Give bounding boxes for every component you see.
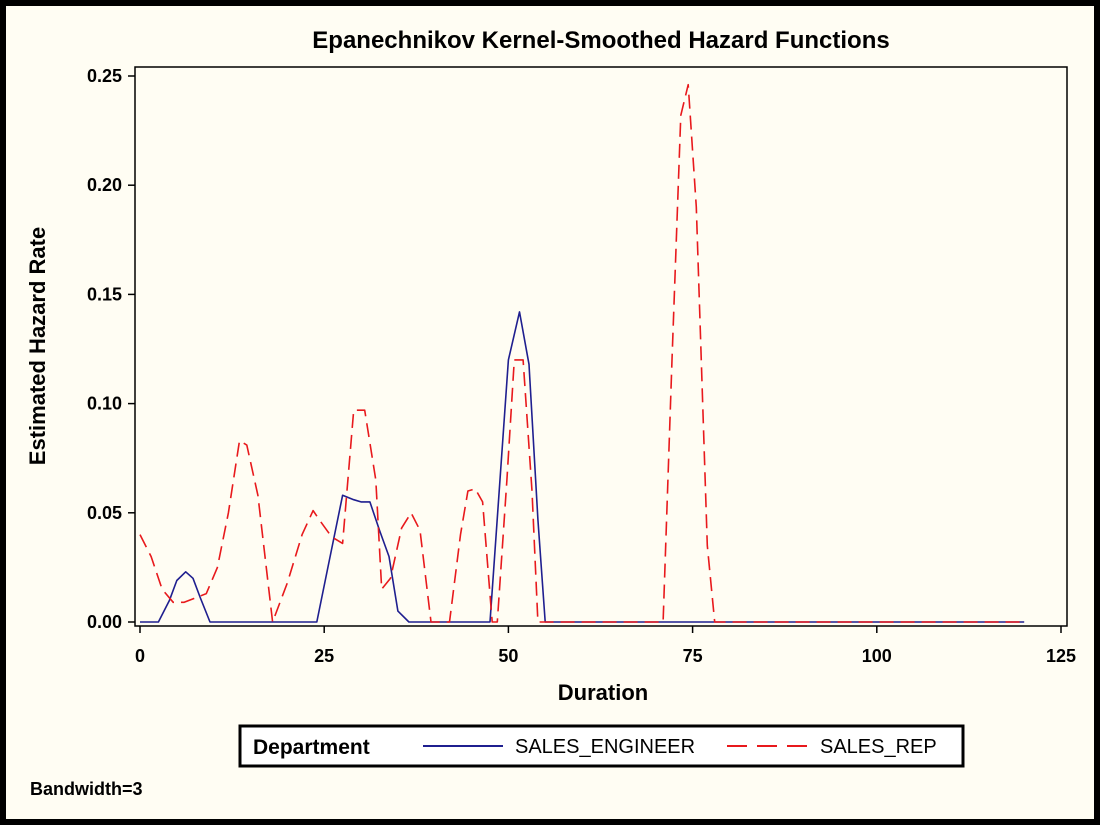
x-axis-label: Duration [558,680,648,705]
legend-box [238,724,965,768]
plot-area-border [134,66,1068,627]
chart-frame: Epanechnikov Kernel-Smoothed Hazard Func… [6,6,1094,819]
y-axis: 0.00 0.05 0.10 0.15 0.20 0.25 [87,66,135,632]
x-tick-label: 50 [498,646,518,666]
footnote: Bandwidth=3 [30,779,143,799]
chart-svg: Epanechnikov Kernel-Smoothed Hazard Func… [25,27,1076,799]
chart-title: Epanechnikov Kernel-Smoothed Hazard Func… [312,27,889,54]
x-tick-label: 0 [135,646,145,666]
legend-label-sales-rep: SALES_REP [820,736,937,758]
legend-label-sales-engineer: SALES_ENGINEER [515,736,695,758]
series-layer [139,83,1025,623]
y-axis-label: Estimated Hazard Rate [25,227,50,465]
x-tick-label: 25 [314,646,334,666]
legend: Department SALES_ENGINEER SALES_REP [238,724,965,768]
y-tick-label: 0.10 [87,394,122,414]
x-tick-label: 100 [862,646,892,666]
series-line-sales-engineer [140,311,1025,623]
y-tick-label: 0.20 [87,175,122,195]
series-line-sales-rep [139,83,1025,623]
y-tick-label: 0.25 [87,66,122,86]
y-tick-label: 0.05 [87,503,122,523]
x-axis: 0 25 50 75 100 125 [135,626,1076,666]
x-tick-label: 75 [683,646,703,666]
y-tick-label: 0.15 [87,284,122,304]
legend-title: Department [253,736,370,759]
x-tick-label: 125 [1046,646,1076,666]
y-tick-label: 0.00 [87,612,122,632]
